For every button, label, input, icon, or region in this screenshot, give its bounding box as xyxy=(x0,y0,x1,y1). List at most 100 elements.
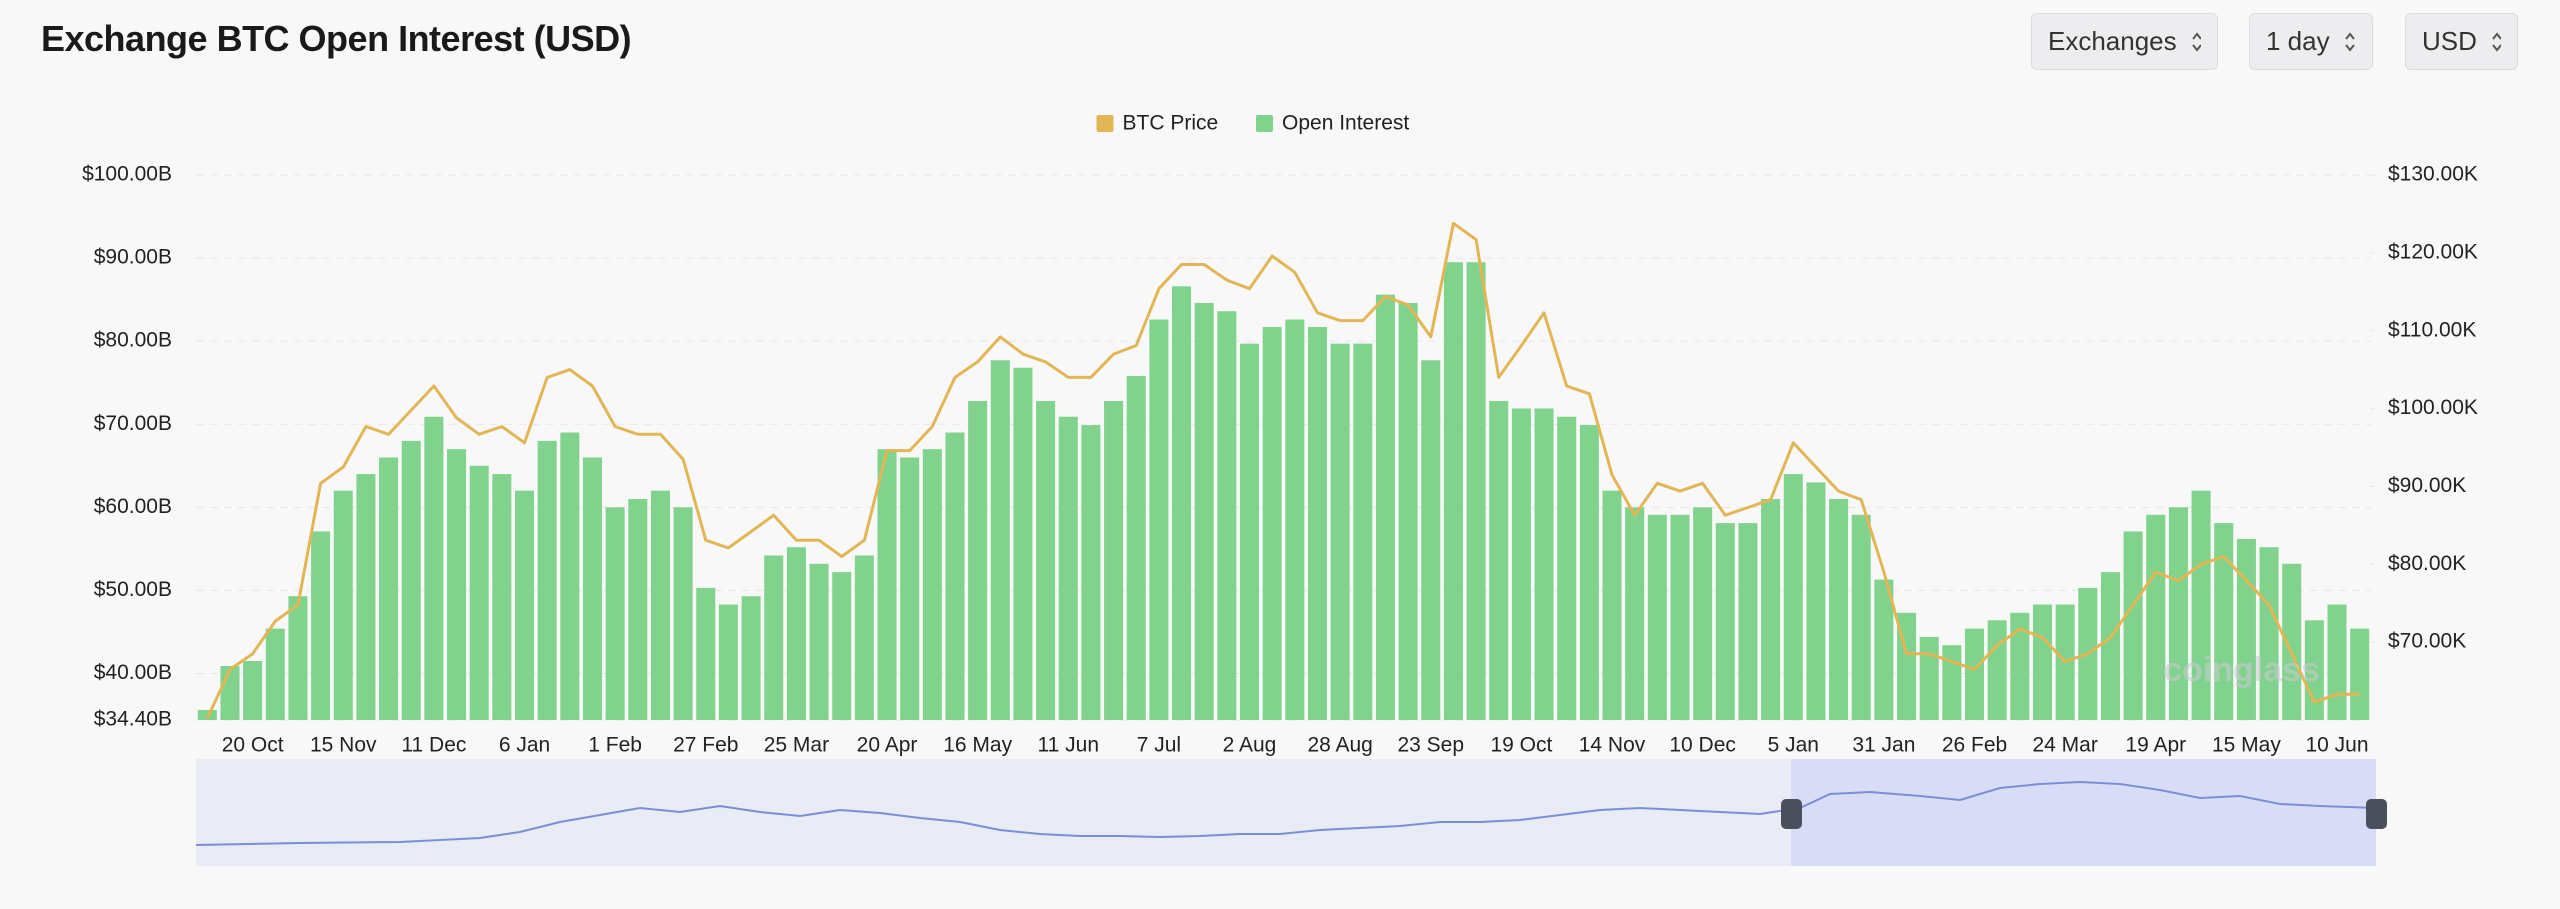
bar xyxy=(1149,319,1169,720)
x-tick-label: 6 Jan xyxy=(499,734,550,757)
x-tick-label: 23 Sep xyxy=(1397,734,1464,757)
bar xyxy=(2191,490,2211,720)
bar xyxy=(1489,400,1509,720)
navigator-handle[interactable] xyxy=(2366,799,2387,829)
currency-select[interactable]: USD xyxy=(2405,13,2518,70)
bar xyxy=(1602,490,1622,720)
bar xyxy=(2010,612,2030,720)
legend-label: BTC Price xyxy=(1123,112,1219,135)
y2-tick-label: $80.00K xyxy=(2388,552,2466,575)
bar xyxy=(1104,400,1124,720)
exchange-select[interactable]: Exchanges xyxy=(2031,13,2218,70)
y2-tick-label: $100.00K xyxy=(2388,396,2478,419)
y-tick-label: $40.00B xyxy=(94,661,172,684)
bar xyxy=(2236,538,2256,720)
bar xyxy=(447,449,467,720)
bar xyxy=(220,665,240,720)
bar xyxy=(1965,628,1985,720)
bar xyxy=(877,449,897,720)
select-text: Exchanges xyxy=(2048,26,2177,56)
bar xyxy=(424,416,444,720)
bar xyxy=(1783,474,1803,720)
y-tick-label: $70.00B xyxy=(94,412,172,435)
bar xyxy=(582,457,602,720)
bar xyxy=(1398,302,1418,720)
x-tick-label: 16 May xyxy=(943,734,1012,757)
chevron xyxy=(2492,31,2501,52)
x-tick-label: 20 Apr xyxy=(857,734,918,757)
bar xyxy=(401,440,421,720)
bar xyxy=(945,432,965,720)
bar xyxy=(922,449,942,720)
bar xyxy=(673,507,693,720)
bar xyxy=(1942,645,1962,720)
bar xyxy=(1058,416,1078,720)
select-text: 1 day xyxy=(2266,26,2330,56)
select-text: USD xyxy=(2422,26,2477,56)
bar xyxy=(1172,286,1192,720)
bar xyxy=(1715,523,1735,720)
y-tick-label: $80.00B xyxy=(94,329,172,352)
bar xyxy=(1217,311,1237,720)
bar xyxy=(1353,343,1373,720)
navigator-handle[interactable] xyxy=(1781,799,1802,829)
bar xyxy=(379,457,399,720)
bar xyxy=(1829,499,1849,720)
bar xyxy=(2168,507,2188,720)
bar xyxy=(1851,514,1871,720)
bar xyxy=(311,531,331,720)
navigator xyxy=(195,759,2387,866)
bar xyxy=(2146,514,2166,720)
bar xyxy=(1375,294,1395,720)
bar xyxy=(492,474,512,720)
bar xyxy=(2100,572,2120,720)
bar xyxy=(968,400,988,720)
bar xyxy=(1262,327,1282,720)
chevron xyxy=(2344,31,2355,52)
x-tick-label: 19 Apr xyxy=(2125,734,2186,757)
y2-tick-label: $70.00K xyxy=(2388,630,2466,653)
bar xyxy=(1443,262,1463,720)
x-tick-label: 31 Jan xyxy=(1852,734,1915,757)
bar xyxy=(537,440,557,720)
bar xyxy=(2327,604,2347,720)
bar xyxy=(356,474,376,720)
x-tick-label: 20 Oct xyxy=(222,734,284,757)
x-tick-label: 19 Oct xyxy=(1490,734,1552,757)
bar xyxy=(990,360,1010,720)
bar xyxy=(2282,563,2302,720)
y2-tick-label: $130.00K xyxy=(2388,163,2478,186)
navigator-selection xyxy=(1791,759,2376,866)
x-tick-label: 11 Dec xyxy=(401,734,466,757)
x-tick-label: 28 Aug xyxy=(1307,734,1372,757)
bar xyxy=(1806,482,1826,720)
bar xyxy=(1013,367,1033,720)
y2-tick-label: $110.00K xyxy=(2388,318,2476,341)
x-tick-label: 15 May xyxy=(2212,734,2281,757)
bar xyxy=(1307,327,1327,720)
bar xyxy=(333,490,353,720)
bar xyxy=(854,555,874,720)
bar xyxy=(1874,579,1894,720)
legend-swatch xyxy=(1256,115,1273,132)
x-tick-label: 10 Dec xyxy=(1669,734,1736,757)
x-tick-label: 5 Jan xyxy=(1768,734,1819,757)
bar xyxy=(1557,416,1577,720)
bar xyxy=(1036,400,1056,720)
navigator-line xyxy=(195,780,2377,846)
x-tick-label: 2 Aug xyxy=(1223,734,1277,757)
bar xyxy=(1647,514,1667,720)
x-tick-label: 1 Feb xyxy=(588,734,642,757)
bar xyxy=(1511,408,1531,720)
bar xyxy=(718,604,738,720)
bar xyxy=(900,457,920,720)
bar xyxy=(650,490,670,720)
bar xyxy=(696,587,716,720)
bar xyxy=(1625,507,1645,720)
bar xyxy=(1693,507,1713,720)
interval-select[interactable]: 1 day xyxy=(2249,13,2373,70)
bar xyxy=(1919,636,1939,720)
x-tick-label: 14 Nov xyxy=(1579,734,1646,757)
